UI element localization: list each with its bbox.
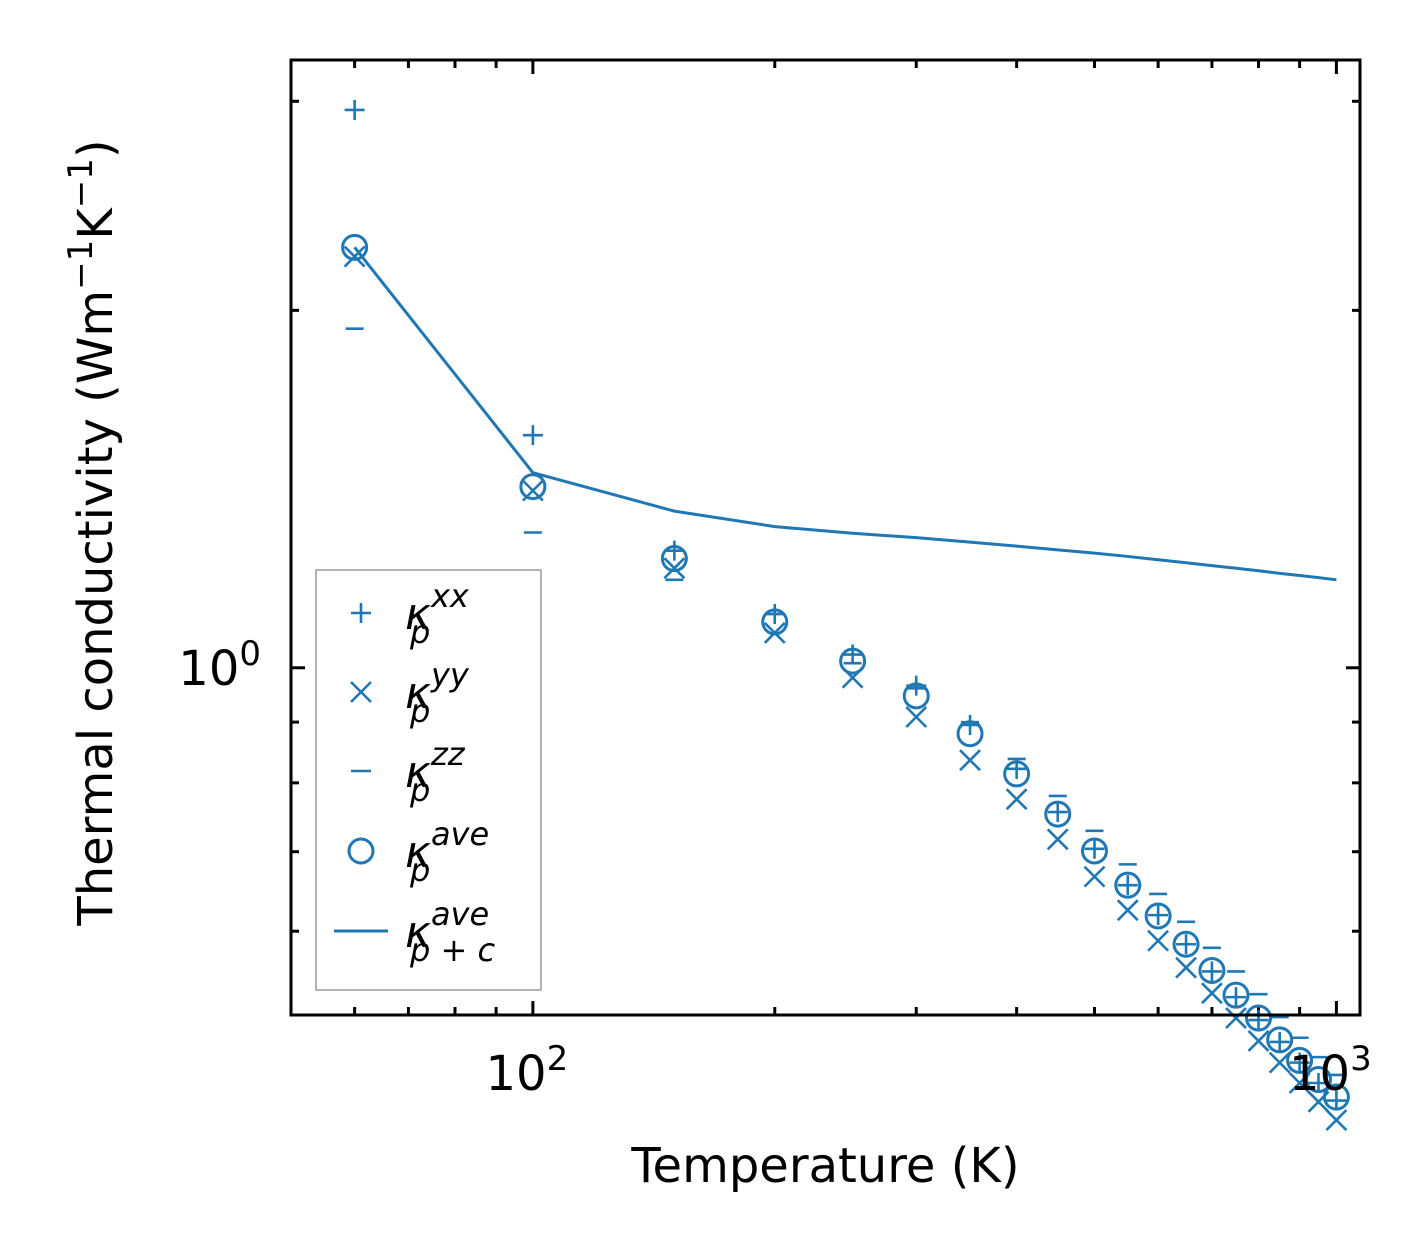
- point-kxx: [1226, 987, 1246, 1008]
- point-kave: [1245, 1004, 1273, 1032]
- series-kzz: [345, 327, 1346, 1077]
- legend-subscript: p + c: [409, 931, 495, 969]
- point-kxx: [1148, 905, 1169, 926]
- point-kyy: [1005, 788, 1028, 811]
- y-axis-label: Thermal conductivity (Wm−1K−1): [61, 139, 124, 926]
- point-kave: [1198, 956, 1226, 984]
- point-kyy: [1225, 1007, 1247, 1029]
- x-tick-label: 103: [1289, 1039, 1372, 1102]
- point-kxx: [1201, 961, 1222, 982]
- point-kyy: [663, 557, 686, 580]
- point-kave: [902, 682, 930, 710]
- legend-label: κzz: [405, 735, 466, 798]
- point-kyy: [1268, 1051, 1291, 1074]
- series-line-kpc: [353, 246, 1337, 582]
- x-axis-label: Temperature (K): [630, 1138, 1019, 1194]
- point-kyy: [1083, 865, 1106, 888]
- point-kxx: [664, 540, 685, 561]
- point-kxx: [1084, 838, 1105, 859]
- point-kyy: [1325, 1109, 1348, 1131]
- point-kave: [1003, 760, 1031, 788]
- point-kave: [1304, 1066, 1332, 1094]
- legend-handle-cross: [350, 681, 372, 703]
- point-kave: [1172, 930, 1200, 958]
- point-kave: [839, 647, 867, 675]
- legend-subscript: p: [409, 851, 430, 889]
- legend-label: κave: [405, 895, 489, 958]
- point-kxx: [1308, 1072, 1329, 1093]
- point-kave: [1286, 1046, 1314, 1074]
- point-kave: [341, 233, 369, 261]
- legend-handle-circle: [347, 837, 375, 865]
- point-kxx: [1047, 802, 1068, 823]
- point-kyy: [959, 749, 981, 772]
- plot-frame: [289, 58, 1362, 1017]
- point-kyy: [1046, 828, 1069, 851]
- y-tick-label: 100: [178, 634, 261, 697]
- point-kxx: [522, 425, 543, 446]
- point-kxx: [344, 99, 365, 120]
- series-kave: [341, 233, 1350, 1111]
- point-kxx: [1326, 1090, 1347, 1111]
- point-kyy: [1116, 899, 1139, 922]
- point-kave: [519, 473, 547, 501]
- point-kave: [1044, 800, 1072, 828]
- point-kyy: [1201, 982, 1223, 1005]
- point-kave: [1222, 981, 1250, 1009]
- point-kyy: [343, 245, 366, 268]
- series-kpc: [353, 246, 1337, 582]
- point-kave: [1114, 871, 1142, 899]
- point-kxx: [1289, 1052, 1310, 1073]
- legend-subscript: p: [409, 692, 430, 730]
- legend-label: κxx: [405, 577, 470, 640]
- point-kxx: [842, 644, 863, 665]
- point-kyy: [1147, 929, 1170, 952]
- point-kave: [1144, 902, 1172, 930]
- legend-handle-plus: [351, 603, 371, 623]
- tick-labels: 102 103 100: [178, 634, 1371, 1102]
- point-kave: [956, 720, 984, 748]
- point-kyy: [1175, 956, 1197, 979]
- point-kxx: [1248, 1010, 1269, 1031]
- point-kxx: [1269, 1031, 1290, 1052]
- legend-label: κave: [405, 815, 489, 878]
- point-kyy: [905, 706, 928, 728]
- point-kxx: [1117, 875, 1138, 896]
- legend-box: [315, 569, 542, 991]
- point-kxx: [1176, 934, 1197, 955]
- point-kave: [1322, 1083, 1350, 1111]
- point-kave: [1266, 1026, 1294, 1054]
- point-kave: [660, 545, 688, 573]
- legend-subscript: p: [409, 771, 430, 809]
- point-kyy: [1247, 1030, 1270, 1052]
- legend-subscript: p: [409, 613, 430, 651]
- x-tick-label: 102: [486, 1039, 569, 1102]
- data-series: [341, 99, 1350, 1131]
- point-kave: [1081, 837, 1109, 865]
- point-kave: [761, 608, 789, 636]
- series-kxx: [344, 99, 1347, 1111]
- legend-label: κyy: [405, 656, 470, 719]
